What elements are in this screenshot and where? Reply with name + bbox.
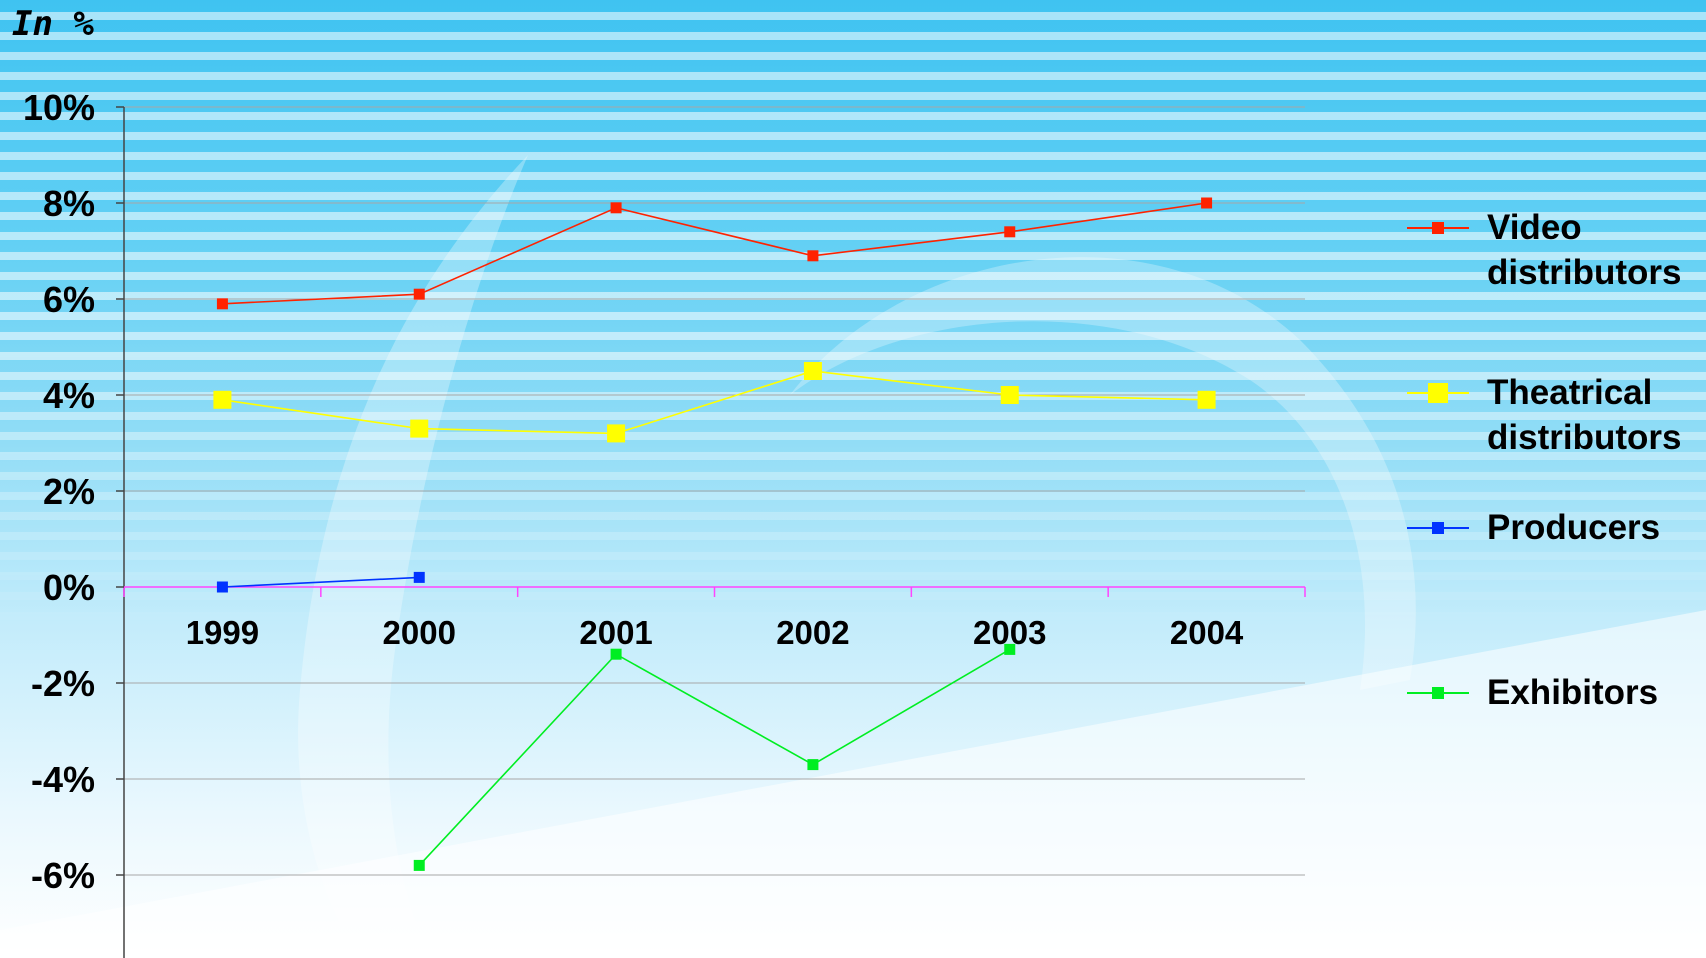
legend-label: Video distributors <box>1487 208 1682 292</box>
data-point <box>213 390 232 409</box>
x-tick-label: 2000 <box>383 614 456 651</box>
data-point <box>1004 226 1016 238</box>
data-point <box>807 759 819 771</box>
data-point <box>413 859 425 871</box>
y-axis-ticks: 10% 8% 6% 4% 2% 0% -2% -4% -6% -8% <box>23 87 95 958</box>
data-point <box>610 648 622 660</box>
x-tick-label: 2002 <box>776 614 849 651</box>
data-point <box>413 571 425 583</box>
legend-item: Video distributors <box>1405 205 1681 295</box>
series-producers <box>216 571 425 593</box>
y-tick-label: 10% <box>23 87 95 128</box>
x-tick-label: 2001 <box>579 614 652 651</box>
x-axis-labels: 1999 2000 2001 2002 2003 2004 <box>186 614 1244 651</box>
y-tick-label: -6% <box>31 855 95 896</box>
legend-swatch <box>1405 370 1471 418</box>
y-tick-label: -4% <box>31 759 95 800</box>
data-point <box>216 581 228 593</box>
data-point <box>807 250 819 262</box>
y-axis-unit-label: In % <box>12 4 94 44</box>
series-line <box>418 648 1011 866</box>
y-tick-label: -2% <box>31 663 95 704</box>
legend-item: Theatrical distributors <box>1405 370 1681 460</box>
legend-item: Exhibitors <box>1405 670 1658 718</box>
y-tick-label: 2% <box>43 471 95 512</box>
legend-label: Exhibitors <box>1487 673 1659 712</box>
data-point <box>1201 197 1213 209</box>
y-tick-label: -8% <box>31 951 95 958</box>
legend-label: Producers <box>1487 508 1661 547</box>
series-exhibitors <box>413 643 1016 871</box>
data-point <box>607 424 626 443</box>
y-tick-label: 8% <box>43 183 95 224</box>
legend-label: Theatrical distributors <box>1487 373 1682 457</box>
data-point <box>410 419 429 438</box>
gridlines <box>116 106 1306 958</box>
x-tick-label: 1999 <box>186 614 259 651</box>
series-line <box>222 370 1207 435</box>
data-point <box>1000 386 1019 404</box>
data-point <box>216 298 228 310</box>
series-line <box>222 576 420 588</box>
y-tick-label: 0% <box>43 567 95 608</box>
y-tick-label: 4% <box>43 375 95 416</box>
series-group <box>213 197 1216 871</box>
x-tick-label: 2004 <box>1170 614 1244 651</box>
data-point <box>413 288 425 300</box>
data-point <box>1197 390 1216 409</box>
data-point <box>610 202 622 214</box>
legend-swatch <box>1405 205 1471 253</box>
legend-swatch <box>1405 670 1471 718</box>
y-tick-label: 6% <box>43 279 95 320</box>
series-theatrical-distributors <box>213 362 1216 443</box>
legend-swatch <box>1405 505 1471 553</box>
series-video-distributors <box>216 197 1213 310</box>
series-line <box>222 202 1207 305</box>
legend-item: Producers <box>1405 505 1660 553</box>
data-point <box>803 362 822 380</box>
data-point <box>1004 643 1016 655</box>
